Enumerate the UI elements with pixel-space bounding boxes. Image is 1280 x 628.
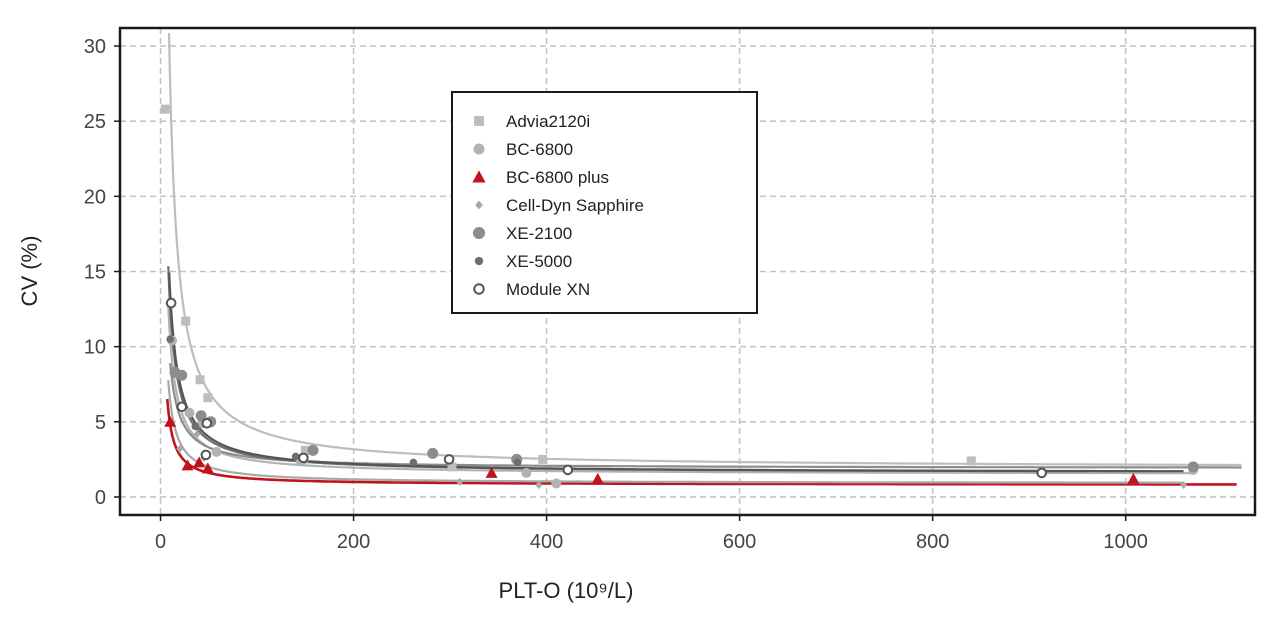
legend-label-advia2120i: Advia2120i <box>506 112 590 131</box>
point-advia2120i <box>300 445 310 455</box>
point-bc-6800-plus <box>193 456 206 468</box>
x-axis: 0 200 400 600 800 1000 <box>155 515 1148 553</box>
point-bc-6800 <box>521 467 532 478</box>
point-xe-2100 <box>307 444 319 456</box>
x-tick-label: 600 <box>723 531 756 553</box>
point-bc-6800-plus <box>591 472 604 484</box>
point-bc-6800-plus <box>1127 472 1140 484</box>
point-xe-5000 <box>166 335 174 343</box>
point-cell-dyn-sapphire <box>456 477 464 486</box>
point-bc-6800-plus <box>181 459 194 471</box>
point-module-xn <box>1036 467 1048 479</box>
point-cell-dyn-sapphire <box>176 444 184 453</box>
x-tick-label: 400 <box>530 531 563 553</box>
point-bc-6800 <box>551 478 562 489</box>
legend-marker-bc-6800-plus <box>472 170 486 183</box>
y-tick-label: 5 <box>95 412 106 434</box>
point-module-xn <box>443 454 455 465</box>
fit-curve-advia2120i <box>167 33 1242 467</box>
y-tick-label: 20 <box>84 186 106 208</box>
y-tick-label: 30 <box>84 36 106 58</box>
y-axis-label: CV (%) <box>17 236 42 307</box>
point-advia2120i <box>181 316 191 326</box>
fit-curves <box>166 33 1242 486</box>
legend-label-module-xn: Module XN <box>506 280 590 299</box>
point-advia2120i <box>195 375 205 385</box>
point-module-xn <box>200 449 212 461</box>
legend-label-xe-5000: XE-5000 <box>506 252 572 271</box>
point-bc-6800-plus <box>164 415 177 427</box>
y-tick-label: 25 <box>84 111 106 133</box>
point-xe-2100 <box>1187 461 1199 473</box>
y-tick-label: 0 <box>95 487 106 509</box>
x-tick-label: 800 <box>916 531 949 553</box>
point-bc-6800 <box>184 407 195 418</box>
point-module-xn <box>298 452 309 464</box>
point-xe-2100 <box>176 369 188 381</box>
legend-label-cell-dyn-sapphire: Cell-Dyn Sapphire <box>506 196 644 215</box>
point-xe-5000 <box>513 458 522 467</box>
y-axis: 0 5 10 15 20 25 30 <box>84 36 120 509</box>
fit-curve-bc-6800-plus <box>166 398 1237 486</box>
fit-curve-cell-dyn-sapphire <box>167 380 1184 484</box>
point-xe-5000 <box>291 452 300 461</box>
x-tick-label: 200 <box>337 531 370 553</box>
legend-marker-xe-2100 <box>472 226 486 240</box>
point-xe-5000 <box>409 458 418 467</box>
point-bc-6800-plus <box>201 462 214 474</box>
point-cell-dyn-sapphire <box>193 429 201 438</box>
point-advia2120i <box>447 462 457 472</box>
point-bc-6800 <box>211 446 222 457</box>
y-tick-label: 15 <box>84 262 106 284</box>
x-tick-label: 0 <box>155 531 166 553</box>
legend-box <box>451 91 758 314</box>
point-advia2120i <box>203 393 213 403</box>
point-advia2120i <box>966 456 976 466</box>
point-module-xn <box>165 297 177 309</box>
point-advia2120i <box>538 454 548 464</box>
point-cell-dyn-sapphire <box>535 480 543 489</box>
point-advia2120i <box>160 104 170 114</box>
legend-label-bc-6800: BC-6800 <box>506 140 573 159</box>
point-xe-2100 <box>427 447 439 459</box>
point-module-xn <box>562 464 574 476</box>
legend-marker-module-xn <box>473 283 485 295</box>
fit-curve-module-xn <box>168 272 1184 473</box>
y-tick-label: 10 <box>84 337 106 359</box>
point-cell-dyn-sapphire <box>1180 480 1188 489</box>
legend-marker-xe-5000 <box>474 256 484 266</box>
point-module-xn <box>201 418 213 429</box>
legend-marker-cell-dyn-sapphire <box>475 200 483 210</box>
fit-curve-bc-6800 <box>167 305 1194 475</box>
x-tick-label: 1000 <box>1103 531 1148 553</box>
legend: Advia2120i BC-6800 BC-6800 plus Cell-Dyn Sa… <box>451 91 758 314</box>
x-axis-label: PLT-O (10⁹/L) <box>499 578 634 603</box>
legend-marker-bc-6800 <box>473 143 485 155</box>
point-xe-2100 <box>195 410 207 422</box>
point-xe-5000 <box>191 422 200 431</box>
point-bc-6800-plus <box>485 466 498 478</box>
legend-marker-advia2120i <box>474 116 484 126</box>
data-points <box>160 104 1199 489</box>
legend-label-bc-6800-plus: BC-6800 plus <box>506 168 609 187</box>
point-module-xn <box>176 401 188 413</box>
legend-label-xe-2100: XE-2100 <box>506 224 572 243</box>
fit-curve-xe-2100 <box>169 363 1242 469</box>
